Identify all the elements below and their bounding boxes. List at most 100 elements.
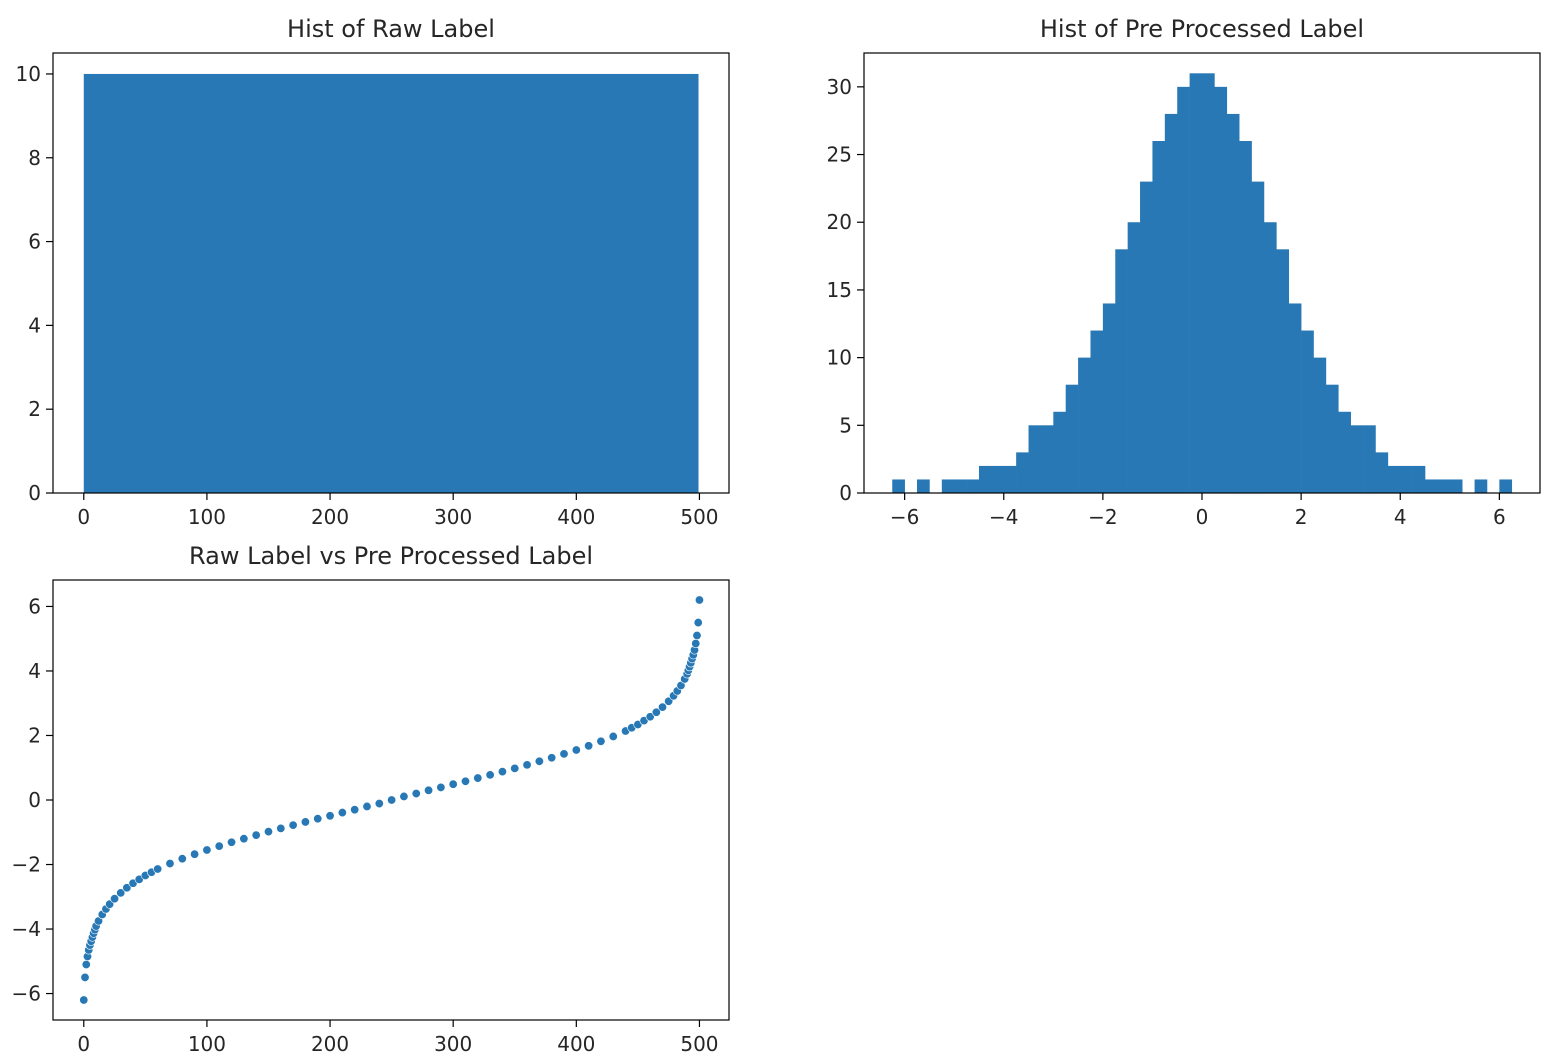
- scatter-point-39: [362, 801, 372, 811]
- scatter-point-23: [165, 859, 175, 869]
- processed-hist-bar-16: [1090, 330, 1104, 493]
- processed-hist-ytick-label-3: 15: [827, 278, 852, 302]
- scatter-point-58: [596, 736, 606, 746]
- scatter-point-47: [460, 776, 470, 786]
- processed-hist-bar-12: [1040, 425, 1054, 493]
- raw-hist-xtick-label-0: 0: [77, 505, 90, 529]
- scatter-ytick-label-5: 4: [28, 659, 41, 683]
- processed-label-histogram: Hist of Pre Processed Label −6 −4 −2 0 2 4 6 0 5…: [827, 15, 1541, 529]
- raw-hist-xtick-label-3: 300: [434, 505, 472, 529]
- scatter-point-57: [584, 741, 594, 751]
- processed-hist-bar-34: [1313, 357, 1327, 493]
- processed-hist-ytick-label-0: 0: [839, 481, 852, 505]
- scatter-xtick-label-3: 300: [434, 1032, 472, 1056]
- scatter-point-53: [534, 756, 544, 766]
- scatter-point-33: [288, 820, 298, 830]
- processed-hist-bar-31: [1276, 249, 1290, 493]
- processed-hist-xtick-label-0: −6: [890, 505, 919, 529]
- raw-hist-xtick-label-4: 400: [557, 505, 595, 529]
- processed-hist-bar-32: [1288, 303, 1302, 493]
- processed-hist-bar-29: [1251, 181, 1265, 493]
- scatter-point-27: [214, 841, 224, 851]
- scatter-point-30: [251, 830, 261, 840]
- raw-hist-bar-0: [83, 73, 699, 493]
- scatter-point-31: [263, 827, 273, 837]
- processed-hist-bar-17: [1102, 303, 1116, 493]
- scatter-point-16: [116, 888, 126, 898]
- processed-hist-bar-49: [1499, 479, 1513, 493]
- scatter-point-42: [399, 791, 409, 801]
- scatter-point-35: [313, 814, 323, 824]
- raw-label-histogram: Hist of Raw Label 0 100 200 300 400 500 0 2 4 6 8 1…: [16, 15, 730, 529]
- scatter-point-26: [202, 845, 212, 855]
- scatter-point-29: [239, 834, 249, 844]
- processed-hist-plot-area: −6 −4 −2 0 2 4 6 0 5 10 15 20 25 30: [827, 52, 1541, 529]
- scatter-point-54: [547, 753, 557, 763]
- scatter-point-22: [153, 864, 163, 874]
- raw-hist-xtick-label-2: 200: [311, 505, 349, 529]
- scatter-point-59: [608, 731, 618, 741]
- scatter-point-25: [190, 849, 200, 859]
- scatter-point-15: [110, 894, 120, 904]
- scatter-xtick-label-2: 200: [311, 1032, 349, 1056]
- processed-hist-bar-25: [1202, 73, 1215, 493]
- scatter-point-41: [387, 795, 397, 805]
- processed-hist-ytick-label-6: 30: [827, 75, 852, 99]
- processed-hist-bar-10: [1016, 452, 1029, 493]
- raw-hist-axes-frame: [52, 52, 730, 494]
- processed-hist-ytick-label-1: 5: [839, 413, 852, 437]
- scatter-point-80: [692, 630, 702, 640]
- scatter-plot-area: 0 100 200 300 400 500 −6 −4 −2 0 2 4 6: [12, 579, 730, 1056]
- scatter-point-51: [510, 763, 520, 773]
- processed-hist-bar-22: [1164, 113, 1178, 494]
- processed-hist-bar-21: [1152, 141, 1166, 493]
- scatter-point-56: [571, 745, 581, 755]
- scatter-point-81: [693, 618, 703, 628]
- scatter-point-46: [448, 779, 458, 789]
- processed-hist-bar-45: [1449, 479, 1463, 493]
- scatter-point-17: [122, 883, 132, 893]
- scatter-title: Raw Label vs Pre Processed Label: [189, 542, 593, 570]
- processed-hist-bar-15: [1078, 357, 1091, 493]
- processed-hist-bar-28: [1239, 141, 1252, 493]
- scatter-ytick-label-0: −6: [12, 982, 41, 1006]
- processed-hist-ytick-label-5: 25: [827, 143, 852, 167]
- scatter-point-32: [276, 823, 286, 833]
- processed-hist-bar-39: [1375, 452, 1389, 493]
- raw-hist-ytick-label-3: 6: [28, 230, 41, 254]
- processed-hist-bar-20: [1140, 181, 1153, 493]
- scatter-point-52: [522, 760, 532, 770]
- processed-hist-bar-8: [991, 465, 1005, 493]
- scatter-point-0: [79, 995, 89, 1005]
- processed-hist-bar-4: [941, 479, 955, 493]
- scatter-point-38: [350, 805, 360, 815]
- raw-vs-processed-scatter: Raw Label vs Pre Processed Label 0 100 200…: [12, 542, 730, 1056]
- processed-hist-bar-19: [1127, 222, 1141, 494]
- scatter-ytick-label-6: 6: [28, 594, 41, 618]
- scatter-point-45: [436, 782, 446, 792]
- processed-hist-bar-27: [1226, 113, 1240, 494]
- processed-hist-ytick-label-2: 10: [827, 346, 852, 370]
- scatter-ytick-label-1: −4: [12, 917, 41, 941]
- scatter-xtick-label-4: 400: [557, 1032, 595, 1056]
- processed-hist-ytick-label-4: 20: [827, 210, 852, 234]
- scatter-point-66: [658, 702, 668, 712]
- processed-hist-xtick-label-4: 2: [1295, 505, 1308, 529]
- processed-hist-xtick-label-3: 0: [1196, 505, 1209, 529]
- processed-hist-bar-2: [917, 479, 930, 493]
- scatter-point-49: [485, 770, 495, 780]
- scatter-point-50: [497, 767, 507, 777]
- scatter-point-79: [691, 639, 701, 649]
- processed-hist-bar-44: [1437, 479, 1451, 493]
- raw-hist-xtick-label-1: 100: [188, 505, 226, 529]
- processed-hist-xtick-label-1: −4: [989, 505, 1018, 529]
- processed-hist-xtick-label-6: 6: [1493, 505, 1506, 529]
- raw-hist-plot-area: 0 100 200 300 400 500 0 2 4 6 8 10: [16, 52, 730, 529]
- raw-hist-xtick-label-5: 500: [680, 505, 718, 529]
- scatter-point-2: [81, 960, 91, 970]
- scatter-xtick-label-0: 0: [77, 1032, 90, 1056]
- raw-hist-title: Hist of Raw Label: [287, 15, 495, 43]
- processed-hist-xtick-label-5: 4: [1394, 505, 1407, 529]
- processed-hist-bar-30: [1263, 222, 1277, 494]
